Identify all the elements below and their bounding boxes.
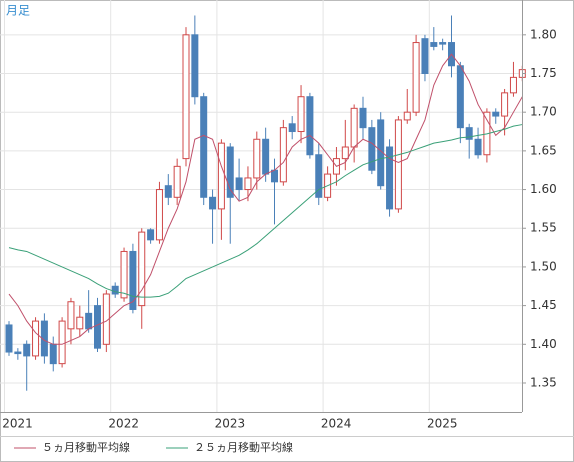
candle-body bbox=[23, 343, 31, 357]
candle-body bbox=[501, 92, 509, 117]
candle-body bbox=[217, 142, 225, 210]
candle-body bbox=[155, 189, 163, 241]
candle-body bbox=[279, 127, 287, 183]
candle-body bbox=[226, 146, 234, 198]
candle-body bbox=[412, 42, 420, 113]
candle-body bbox=[5, 324, 13, 353]
candle-body bbox=[394, 119, 402, 210]
legend-label: ５ヵ月移動平均線 bbox=[42, 440, 130, 454]
candle-body bbox=[138, 231, 146, 307]
candle-body bbox=[456, 65, 464, 129]
candle-body bbox=[253, 138, 261, 179]
candle-body bbox=[129, 250, 137, 310]
candle-body bbox=[288, 123, 296, 133]
candle-body bbox=[421, 38, 429, 75]
candle-body bbox=[67, 301, 75, 330]
candle-body bbox=[509, 76, 517, 94]
candle-body bbox=[32, 320, 40, 357]
x-tick-label: 2021 bbox=[2, 417, 33, 431]
candle-body bbox=[244, 177, 252, 191]
candle-body bbox=[58, 320, 66, 365]
candle-body bbox=[465, 127, 473, 140]
candle-body bbox=[76, 316, 84, 330]
candle-body bbox=[164, 185, 172, 198]
candle-body bbox=[341, 146, 349, 160]
candle-body bbox=[120, 250, 128, 299]
candle-body bbox=[40, 320, 48, 357]
chart-title: 月足 bbox=[6, 4, 30, 18]
candle-body bbox=[359, 107, 367, 129]
candle-body bbox=[191, 34, 199, 98]
y-tick-label: 1.55 bbox=[530, 221, 557, 235]
candle-body bbox=[49, 343, 57, 365]
candle-body bbox=[209, 196, 217, 210]
y-tick-label: 1.35 bbox=[530, 375, 557, 389]
x-tick-label: 2024 bbox=[321, 417, 352, 431]
candle-body bbox=[492, 111, 500, 117]
candle-body bbox=[182, 34, 190, 160]
candle-body bbox=[271, 169, 278, 183]
y-tick-label: 1.70 bbox=[530, 105, 557, 119]
y-tick-label: 1.45 bbox=[530, 298, 557, 312]
x-tick-label: 2023 bbox=[215, 417, 246, 431]
candle-body bbox=[306, 96, 314, 156]
y-tick-label: 1.65 bbox=[530, 143, 557, 157]
legend-label: ２５ヵ月移動平均線 bbox=[194, 440, 293, 454]
y-tick-label: 1.60 bbox=[530, 182, 557, 196]
candle-body bbox=[439, 42, 447, 45]
candle-body bbox=[368, 127, 376, 171]
x-tick-label: 2022 bbox=[108, 417, 139, 431]
y-tick-label: 1.80 bbox=[530, 27, 557, 41]
candle-body bbox=[235, 177, 243, 191]
candle-body bbox=[200, 96, 208, 198]
candle-body bbox=[102, 293, 110, 345]
candle-body bbox=[111, 285, 119, 295]
moving-average-line bbox=[8, 53, 523, 345]
y-tick-label: 1.50 bbox=[530, 259, 557, 273]
candle-body bbox=[85, 312, 93, 330]
candle-body bbox=[315, 154, 323, 198]
candle-body bbox=[147, 229, 155, 241]
candle-body bbox=[377, 119, 385, 187]
candle-body bbox=[262, 138, 270, 175]
candle-body bbox=[94, 305, 101, 349]
candle-body bbox=[14, 351, 22, 355]
candle-body bbox=[350, 107, 358, 148]
candle-body bbox=[173, 165, 181, 198]
x-tick-label: 2025 bbox=[427, 417, 458, 431]
candle-body bbox=[297, 96, 305, 133]
moving-average-line bbox=[8, 124, 523, 298]
candle-body bbox=[403, 111, 411, 121]
candle-body bbox=[430, 42, 438, 47]
y-tick-label: 1.75 bbox=[530, 66, 557, 80]
candle-body bbox=[474, 138, 482, 156]
candle-body bbox=[386, 146, 394, 210]
y-tick-label: 1.40 bbox=[530, 337, 557, 351]
